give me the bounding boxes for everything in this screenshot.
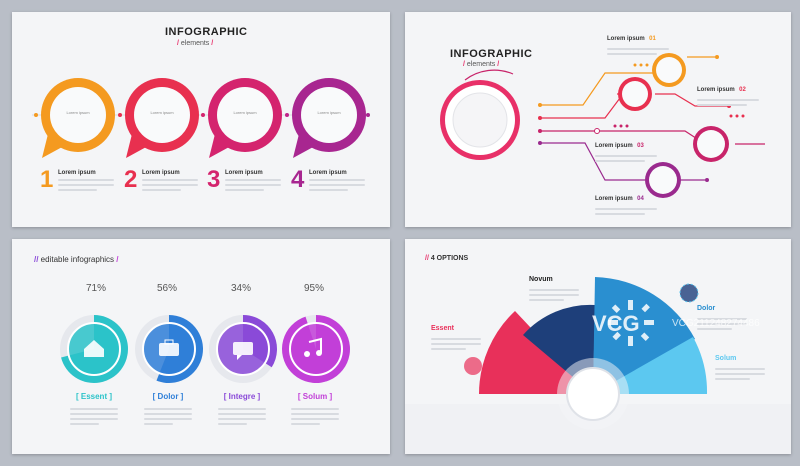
desc-4 (291, 405, 339, 425)
panel4-graphic (405, 277, 791, 454)
step-bubble-3 (208, 78, 282, 158)
step-bubble-2 (125, 78, 199, 158)
step-number-1: 1 (40, 166, 54, 193)
pct-2: 56% (157, 283, 178, 294)
panel2-subtitle: / elements / (463, 61, 500, 68)
branch-text-3: Lorem ipsum 03 (595, 134, 657, 162)
step-text-3: Lorem ipsum (225, 170, 281, 191)
panel3-title: // editable infographics / (34, 255, 119, 264)
step-bubble-4 (292, 78, 366, 158)
label-1: [ Essent ] (75, 392, 112, 401)
label-2: [ Dolor ] (152, 392, 184, 401)
desc-1 (70, 405, 118, 425)
panel3-gauges (60, 315, 350, 383)
option-novum: Novum (529, 276, 553, 283)
step-text-2: Lorem ipsum (142, 170, 198, 191)
option-solum-text (715, 365, 765, 380)
step-text-1: Lorem ipsum (58, 170, 114, 191)
chat-icon (233, 342, 253, 360)
bubble1-text: Lorem ipsum (66, 110, 90, 115)
panel1-title: INFOGRAPHIC (165, 26, 248, 38)
option-essent: Essent (431, 325, 454, 332)
panel-4-options: // 4 OPTIONS Novum Dolor Essent Solum (405, 239, 791, 454)
option-novum-text (529, 286, 579, 301)
branch-text-4: Lorem ipsum 04 (595, 187, 657, 215)
bubble4-text: Lorem ipsum (317, 110, 341, 115)
panel1-graphic (32, 78, 370, 158)
desc-3 (218, 405, 266, 425)
panel4-title: // 4 OPTIONS (425, 255, 469, 262)
step-number-4: 4 (291, 166, 305, 193)
step-bubble-1 (41, 78, 115, 158)
panel2-graphic (440, 53, 765, 198)
pct-4: 95% (304, 283, 325, 294)
pct-1: 71% (86, 283, 107, 294)
panel-infographic-steps: INFOGRAPHIC / elements / Lorem ipsum Lor… (12, 12, 390, 227)
gauge-4 (282, 315, 350, 383)
option-solum: Solum (715, 355, 737, 362)
step-text-4: Lorem ipsum (309, 170, 365, 191)
option-dolor-text (697, 315, 747, 330)
option-essent-text (431, 335, 481, 350)
briefcase-icon (159, 339, 179, 356)
step-number-2: 2 (124, 166, 138, 193)
panel2-title: INFOGRAPHIC (450, 48, 533, 60)
pct-3: 34% (231, 283, 252, 294)
panel1-subtitle: / elements / (177, 40, 214, 47)
branch-text-1: Lorem ipsum 01 (607, 27, 669, 55)
panel-infographic-tree: INFOGRAPHIC / elements / (405, 12, 791, 227)
house-icon (84, 340, 104, 357)
label-4: [ Solum ] (297, 392, 333, 401)
desc-2 (144, 405, 192, 425)
option-dolor: Dolor (697, 305, 716, 312)
branch-text-2: Lorem ipsum 02 (697, 78, 759, 106)
step-number-3: 3 (207, 166, 221, 193)
panel-editable-infographics: // editable infographics / 71% 56% 34% 9… (12, 239, 390, 454)
bubble2-text: Lorem ipsum (150, 110, 174, 115)
bubble3-text: Lorem ipsum (233, 110, 257, 115)
music-icon (304, 337, 322, 357)
label-3: [ Integre ] (223, 392, 261, 401)
